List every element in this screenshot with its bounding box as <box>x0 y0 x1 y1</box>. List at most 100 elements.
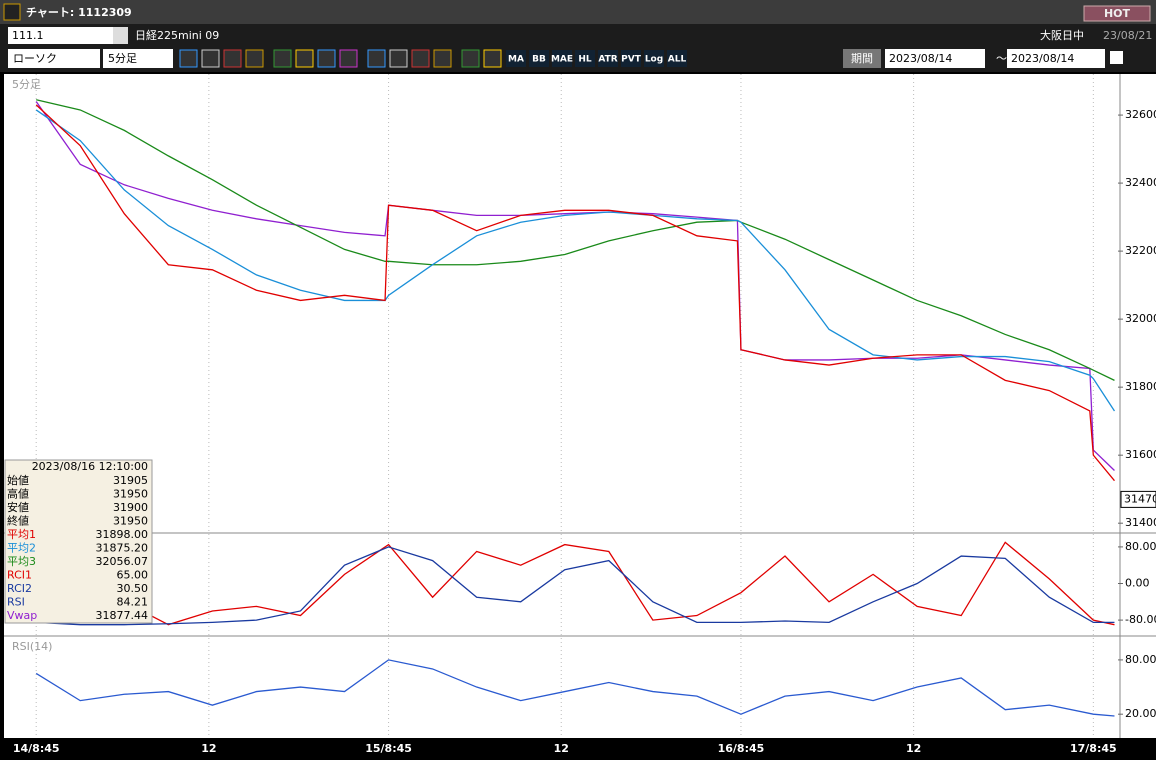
series-line <box>35 541 1115 626</box>
last-price-box <box>1120 490 1156 508</box>
info-value: 84.21 <box>117 596 149 609</box>
last-price: 31470 <box>1124 492 1156 505</box>
code-input[interactable] <box>8 27 113 44</box>
window-title: チャート: 1112309 <box>26 6 132 19</box>
info-label: RCI2 <box>7 582 32 595</box>
info-label: 平均3 <box>7 555 36 568</box>
tool-icon[interactable] <box>245 49 264 68</box>
tool-button[interactable] <box>529 50 549 67</box>
y-tick-label: 20.00 <box>1125 707 1156 720</box>
info-value: 31900 <box>113 501 148 514</box>
info-label: 安値 <box>7 500 29 514</box>
date: 23/08/21 <box>1103 29 1152 42</box>
panel-label: RSI(14) <box>12 640 52 653</box>
tool-button-label: BB <box>532 55 546 65</box>
title-bar <box>0 0 1156 24</box>
period-button[interactable] <box>843 49 881 68</box>
hot-button[interactable] <box>1083 5 1151 22</box>
y-tick-label: 0.00 <box>1125 577 1150 590</box>
y-tick-label: 31800 <box>1125 380 1156 393</box>
y-tick-label: 80.00 <box>1125 653 1156 666</box>
info-value: 32056.07 <box>96 555 149 568</box>
info-value: 30.50 <box>117 582 149 595</box>
interval-select[interactable] <box>103 49 173 68</box>
panel-label: 5分足 <box>12 78 41 91</box>
info-label: RCI1 <box>7 569 32 582</box>
session: 大阪日中 <box>1040 28 1084 42</box>
info-label: 高値 <box>7 487 29 501</box>
info-label: 平均1 <box>7 528 36 541</box>
tool-button-label: ALL <box>668 55 687 65</box>
tool-icon[interactable] <box>411 49 430 68</box>
tool-icon[interactable] <box>433 49 452 68</box>
tool-button[interactable] <box>552 50 572 67</box>
y-tick-label: -80.00 <box>1125 613 1156 626</box>
x-tick-label: 12 <box>906 742 921 755</box>
tool-button-label: Log <box>645 55 663 65</box>
tool-icon[interactable] <box>223 49 242 68</box>
tool-icon[interactable] <box>461 49 480 68</box>
info-label: 始値 <box>7 473 29 487</box>
hot-label[interactable]: HOT <box>1104 7 1131 20</box>
series-line <box>35 659 1115 717</box>
tool-icon[interactable] <box>367 49 386 68</box>
info-label: 終値 <box>7 514 29 528</box>
y-tick-label: 32200 <box>1125 244 1156 257</box>
x-tick-label: 12 <box>554 742 569 755</box>
tool-button[interactable] <box>506 50 526 67</box>
info-value: 31950 <box>113 515 148 528</box>
y-tick-label: 32600 <box>1125 108 1156 121</box>
info-label: Vwap <box>7 609 37 622</box>
y-tick-label: 32400 <box>1125 176 1156 189</box>
y-tick-label: 31400 <box>1125 516 1156 529</box>
chart-kind-select[interactable] <box>8 49 100 68</box>
series-line <box>36 546 1115 626</box>
instrument-name: 日経225mini 09 <box>135 29 219 42</box>
tool-icon[interactable] <box>179 49 198 68</box>
tool-icon[interactable] <box>273 49 292 68</box>
tool-icon[interactable] <box>339 49 358 68</box>
tool-icon[interactable] <box>389 49 408 68</box>
x-tick-label: 12 <box>201 742 216 755</box>
info-label: 平均2 <box>7 542 36 555</box>
tool-button-label: MA <box>508 55 524 65</box>
tool-button[interactable] <box>575 50 595 67</box>
x-tick-label: 17/8:45 <box>1070 742 1117 755</box>
info-value: 31898.00 <box>96 528 149 541</box>
y-tick-label: 32000 <box>1125 312 1156 325</box>
info-value: 31950 <box>113 488 148 501</box>
tool-button[interactable] <box>644 50 664 67</box>
interval: 5分足 <box>108 52 137 65</box>
to-date[interactable] <box>1007 49 1105 68</box>
chart-kind: ローソク <box>13 52 57 65</box>
tilde: 〜 <box>996 52 1007 65</box>
tool-button-label: ATR <box>598 55 617 65</box>
x-tick-label: 16/8:45 <box>718 742 765 755</box>
tool-icon[interactable] <box>317 49 336 68</box>
y-tick-label: 80.00 <box>1125 540 1156 553</box>
tool-button-label: MAE <box>551 55 573 65</box>
info-value: 31905 <box>113 474 148 487</box>
from-text: 2023/08/14 <box>889 52 952 65</box>
y-tick-label: 31600 <box>1125 448 1156 461</box>
tool-icon[interactable] <box>483 49 502 68</box>
tool-button[interactable] <box>621 50 641 67</box>
code-dropdown[interactable] <box>113 27 128 44</box>
tool-icon[interactable] <box>201 49 220 68</box>
tool-icon[interactable] <box>295 49 314 68</box>
series-line <box>35 109 1116 412</box>
from-date[interactable] <box>885 49 985 68</box>
tool-button[interactable] <box>667 50 687 67</box>
period-label: 期間 <box>851 52 873 65</box>
info-value: 31877.44 <box>96 609 149 622</box>
checkbox[interactable] <box>1110 51 1123 64</box>
series-line <box>36 99 1115 381</box>
code-text: 111.1 <box>12 29 44 42</box>
app-icon <box>3 3 21 21</box>
tool-button[interactable] <box>598 50 618 67</box>
plot-area <box>4 74 1156 738</box>
x-tick-label: 15/8:45 <box>365 742 412 755</box>
series-line <box>35 104 1115 482</box>
